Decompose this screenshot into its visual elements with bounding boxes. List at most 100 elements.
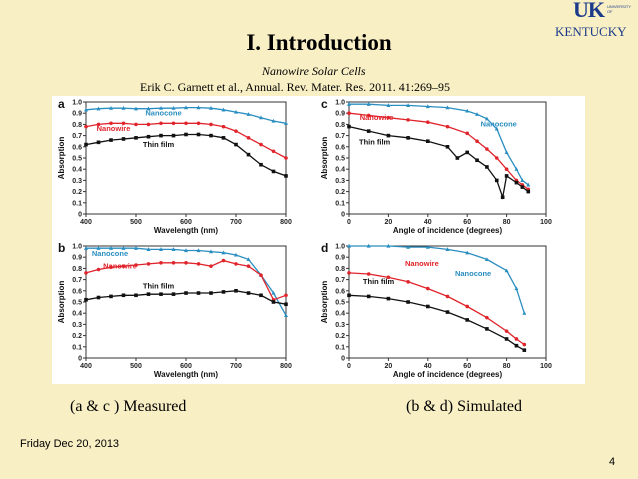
series-annotation: Thin film bbox=[359, 138, 391, 147]
y-tick-label: 1.0 bbox=[72, 244, 82, 251]
data-point bbox=[514, 167, 519, 171]
data-point bbox=[406, 103, 411, 107]
y-tick-label: 0.6 bbox=[335, 288, 345, 295]
y-tick-label: 0.6 bbox=[72, 288, 82, 295]
series-annotation: Nanowire bbox=[97, 124, 131, 133]
data-point bbox=[425, 244, 430, 249]
data-point bbox=[406, 300, 410, 304]
x-tick-label: 600 bbox=[180, 219, 192, 226]
series-line-nanowire bbox=[348, 112, 529, 190]
y-axis-label: Absorption bbox=[57, 281, 66, 324]
data-point bbox=[455, 156, 460, 160]
data-point bbox=[109, 105, 113, 110]
y-tick-label: 0.6 bbox=[72, 144, 82, 151]
data-point bbox=[96, 267, 101, 272]
data-point bbox=[426, 120, 430, 124]
x-tick-label: 60 bbox=[463, 363, 471, 370]
plot-frame bbox=[348, 101, 547, 215]
data-point bbox=[494, 156, 499, 160]
data-point bbox=[406, 118, 410, 122]
data-point bbox=[526, 182, 531, 187]
data-point bbox=[246, 112, 251, 116]
university-logo: UK UNIVERSITY OF KENTUCKY bbox=[555, 0, 638, 42]
x-tick-label: 80 bbox=[503, 219, 511, 226]
data-point bbox=[84, 271, 88, 275]
data-point bbox=[271, 290, 276, 295]
data-point bbox=[121, 137, 126, 141]
data-point bbox=[271, 169, 276, 174]
y-tick-label: 0.2 bbox=[72, 189, 82, 196]
chart-panel-b: 0 0.1 0.2 0.3 0.4 0.5 0.6 0.7 0.8 0.9 1.0 400 500 600… bbox=[57, 241, 292, 379]
x-axis-label: Angle of incidence (degrees) bbox=[393, 370, 503, 379]
data-point bbox=[171, 292, 176, 296]
data-point bbox=[109, 246, 113, 250]
data-point bbox=[465, 318, 469, 322]
data-point bbox=[445, 124, 450, 129]
data-point bbox=[504, 167, 509, 171]
plot-frame bbox=[85, 101, 287, 215]
y-axis-label: Absorption bbox=[57, 137, 66, 180]
series-annotation: Nanocone bbox=[455, 269, 491, 278]
y-tick-label: 0.9 bbox=[335, 111, 345, 118]
x-tick-label: 800 bbox=[280, 363, 292, 370]
data-point bbox=[520, 185, 525, 189]
data-point bbox=[134, 263, 138, 267]
plot-frame bbox=[348, 245, 547, 359]
series-annotation: Nanocone bbox=[92, 249, 128, 258]
data-point bbox=[146, 122, 151, 127]
data-point bbox=[84, 246, 88, 250]
data-point bbox=[209, 291, 213, 295]
x-tick-label: 20 bbox=[385, 363, 393, 370]
y-tick-label: 0.8 bbox=[72, 266, 82, 273]
y-tick-label: 0.3 bbox=[335, 322, 345, 329]
y-tick-label: 0 bbox=[78, 212, 82, 219]
data-point bbox=[209, 122, 213, 127]
data-point bbox=[522, 342, 527, 347]
data-point bbox=[134, 122, 138, 127]
data-point bbox=[500, 195, 505, 199]
data-point bbox=[514, 343, 519, 348]
data-point bbox=[445, 294, 450, 299]
footer-date: Friday Dec 20, 2013 bbox=[20, 438, 120, 450]
data-point bbox=[406, 136, 410, 140]
data-point bbox=[246, 257, 251, 262]
data-point bbox=[494, 126, 499, 131]
y-tick-label: 0.3 bbox=[335, 178, 345, 185]
data-point bbox=[184, 121, 188, 126]
data-point bbox=[347, 293, 351, 298]
data-point bbox=[184, 132, 188, 137]
data-point bbox=[159, 133, 163, 138]
panel-label: b bbox=[58, 241, 65, 255]
data-point bbox=[84, 124, 88, 129]
data-point bbox=[426, 286, 430, 291]
data-point bbox=[121, 246, 126, 250]
data-point bbox=[184, 291, 188, 295]
data-point bbox=[522, 311, 527, 315]
y-tick-label: 0 bbox=[341, 356, 345, 363]
y-tick-label: 0.1 bbox=[72, 200, 82, 207]
chart-panel-a: 0 0.1 0.2 0.3 0.4 0.5 0.6 0.7 0.8 0.9 1.0 400 500 600… bbox=[57, 97, 292, 235]
data-point bbox=[184, 105, 188, 110]
data-point bbox=[504, 268, 509, 273]
y-tick-label: 0.7 bbox=[335, 133, 345, 140]
data-point bbox=[234, 289, 238, 293]
data-point bbox=[504, 174, 509, 178]
data-point bbox=[196, 121, 201, 126]
data-point bbox=[366, 294, 371, 299]
y-tick-label: 0.9 bbox=[335, 255, 345, 262]
data-point bbox=[96, 106, 101, 111]
data-point bbox=[475, 139, 479, 143]
data-point bbox=[514, 337, 519, 341]
data-point bbox=[494, 178, 499, 183]
x-tick-label: 20 bbox=[385, 219, 393, 226]
data-point bbox=[221, 258, 226, 263]
y-tick-label: 0.4 bbox=[335, 167, 345, 174]
data-point bbox=[121, 121, 126, 126]
caption-simulated: (b & d) Simulated bbox=[406, 398, 522, 415]
chart-panel-d: 0 0.1 0.2 0.3 0.4 0.5 0.6 0.7 0.8 0.9 1.0 0 20 40 60 80… bbox=[320, 241, 552, 379]
data-point bbox=[84, 297, 88, 302]
data-point bbox=[259, 162, 263, 167]
x-tick-label: 100 bbox=[540, 363, 552, 370]
data-point bbox=[146, 262, 151, 266]
